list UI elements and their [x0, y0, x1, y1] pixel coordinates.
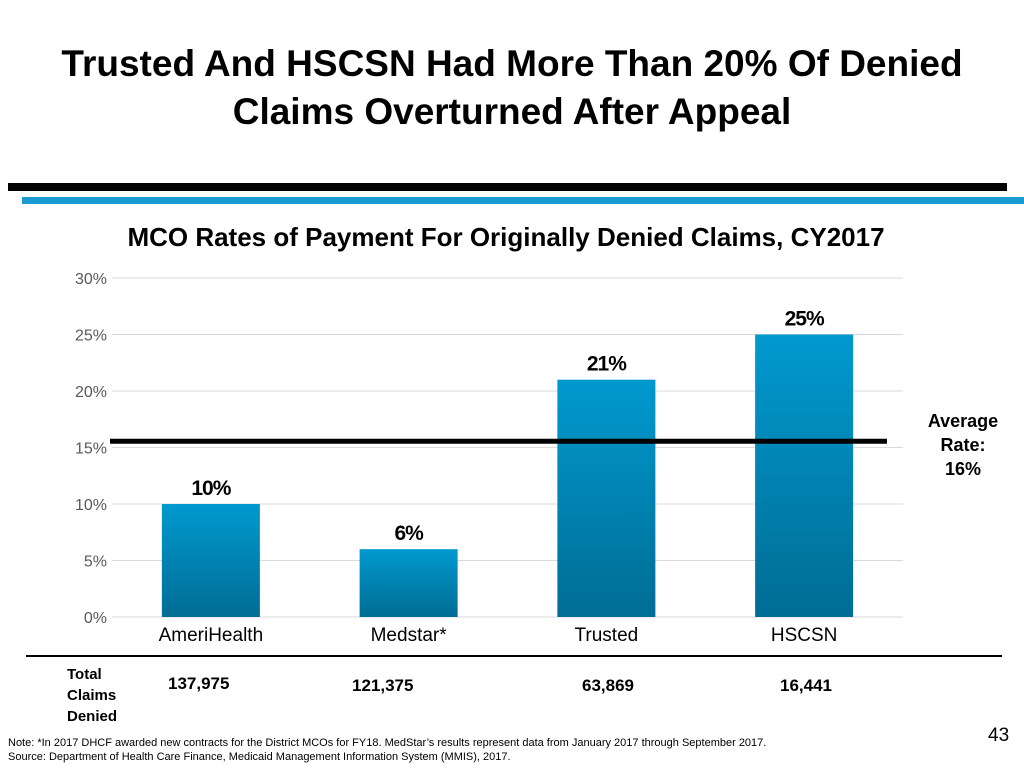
data-label: 25% — [785, 308, 825, 331]
average-label-line1: Average — [927, 411, 999, 431]
totals-label-line1: Total — [67, 666, 102, 683]
totals-label-line2: Claims — [67, 687, 117, 704]
footnote: Note: *In 2017 DHCF awarded new contract… — [8, 736, 766, 764]
data-label: 10% — [191, 477, 231, 500]
x-tick-label: Medstar* — [371, 625, 448, 646]
y-tick-label: 10% — [75, 497, 107, 514]
footnote-source: Source: Department of Health Care Financ… — [8, 751, 511, 763]
data-label: 21% — [587, 353, 627, 376]
chart-title: MCO Rates of Payment For Originally Deni… — [127, 222, 885, 252]
bar-trusted — [557, 379, 656, 617]
y-tick-label: 25% — [75, 328, 107, 345]
page-number: 43 — [988, 725, 1010, 746]
average-rate-label: Average Rate: 16% — [912, 409, 1014, 481]
slide-title: Trusted And HSCSN Had More Than 20% Of D… — [61, 43, 963, 132]
average-label-line2: Rate: — [940, 435, 986, 455]
data-label: 6% — [394, 522, 424, 545]
title-divider-black — [8, 183, 1007, 191]
y-tick-label: 5% — [84, 554, 107, 571]
total-ameriHealth: 137,975 — [168, 674, 230, 693]
y-tick-label: 20% — [75, 384, 107, 401]
totals-divider — [26, 655, 1002, 657]
total-medstar: 121,375 — [352, 676, 414, 695]
average-label-value: 16% — [944, 459, 982, 479]
bar-hscsn — [755, 334, 854, 617]
total-trusted: 63,869 — [582, 676, 634, 695]
x-tick-label: AmeriHealth — [159, 625, 264, 646]
total-claims-denied-label: Total Claims Denied — [67, 664, 117, 727]
y-tick-label: 0% — [84, 610, 107, 627]
bar-amerihealth — [161, 504, 260, 617]
x-tick-label: HSCSN — [771, 625, 838, 646]
title-divider-blue — [22, 197, 1024, 204]
y-tick-label: 15% — [75, 441, 107, 458]
bar-medstar — [359, 549, 458, 617]
x-tick-label: Trusted — [575, 625, 639, 646]
total-hscsn: 16,441 — [780, 676, 832, 695]
footnote-note: Note: *In 2017 DHCF awarded new contract… — [8, 737, 767, 749]
y-tick-label: 30% — [75, 271, 107, 288]
totals-label-line3: Denied — [67, 708, 118, 725]
